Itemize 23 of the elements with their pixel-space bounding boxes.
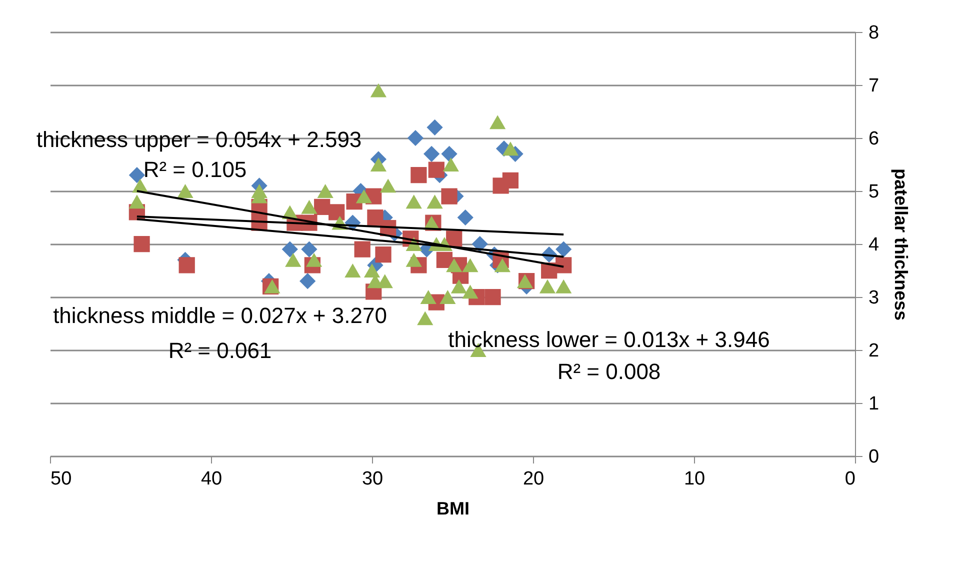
x-axis-title: BMI <box>436 498 470 518</box>
y-tick-label: 0 <box>868 446 880 468</box>
y-tick-label: 6 <box>868 128 880 150</box>
y-tick-label: 4 <box>868 234 880 256</box>
annotation: thickness middle = 0.027x + 3.270 <box>53 303 387 328</box>
x-tick-label: 40 <box>200 468 222 490</box>
annotation: R² = 0.008 <box>557 359 661 384</box>
x-tick-label: 50 <box>50 468 72 490</box>
y-tick-label: 8 <box>868 22 880 44</box>
annotation: thickness upper = 0.054x + 2.593 <box>36 127 362 152</box>
x-tick-label: 10 <box>684 468 706 490</box>
y-tick-label: 2 <box>868 340 880 362</box>
x-tick-label: 0 <box>844 468 856 490</box>
annotation: R² = 0.105 <box>143 157 247 182</box>
y-tick-label: 3 <box>868 288 880 308</box>
x-tick-label: 30 <box>362 468 384 490</box>
y-axis-title: patellar thickness <box>891 168 912 321</box>
annotation: thickness lower = 0.013x + 3.946 <box>448 327 770 352</box>
annotation: R² = 0.061 <box>168 338 272 363</box>
y-tick-label: 5 <box>868 182 880 202</box>
y-tick-label: 7 <box>868 76 880 96</box>
y-tick-label: 1 <box>868 394 880 414</box>
x-tick-label: 20 <box>522 468 544 490</box>
